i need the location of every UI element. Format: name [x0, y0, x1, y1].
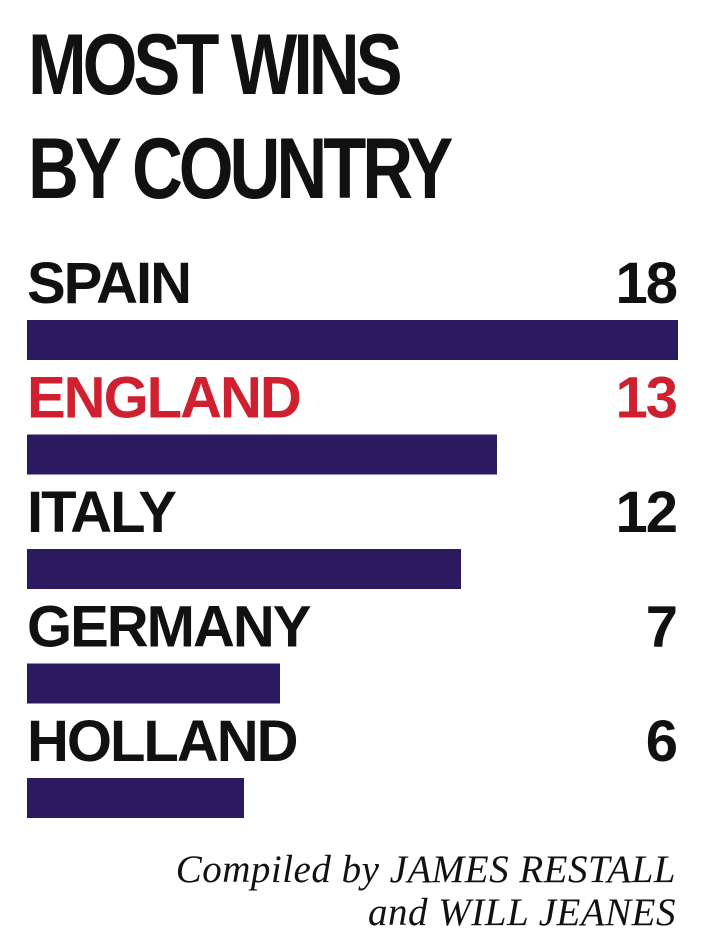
category-label-germany: GERMANY — [27, 595, 311, 660]
chart-title-line-1: MOST WINS — [28, 17, 403, 113]
value-label-england: 13 — [615, 366, 676, 431]
bar-italy — [27, 549, 461, 589]
category-label-spain: SPAIN — [27, 251, 190, 316]
credit-line-2: and WILL JEANES — [368, 891, 676, 934]
credit-line-1: Compiled by JAMES RESTALL — [175, 848, 676, 891]
value-label-holland: 6 — [646, 709, 677, 774]
credit-text: Compiled by JAMES RESTALL and WILL JEANE… — [0, 848, 676, 934]
bar-holland — [27, 778, 244, 818]
category-label-england: ENGLAND — [27, 366, 300, 431]
value-label-italy: 12 — [615, 480, 676, 545]
value-label-germany: 7 — [646, 595, 676, 660]
category-label-italy: ITALY — [27, 480, 176, 545]
bar-spain — [27, 320, 678, 360]
bar-germany — [27, 663, 280, 704]
category-label-holland: HOLLAND — [27, 709, 297, 774]
chart-title-line-2: BY COUNTRY — [28, 121, 453, 217]
bar-england — [27, 434, 497, 475]
value-label-spain: 18 — [615, 251, 676, 316]
